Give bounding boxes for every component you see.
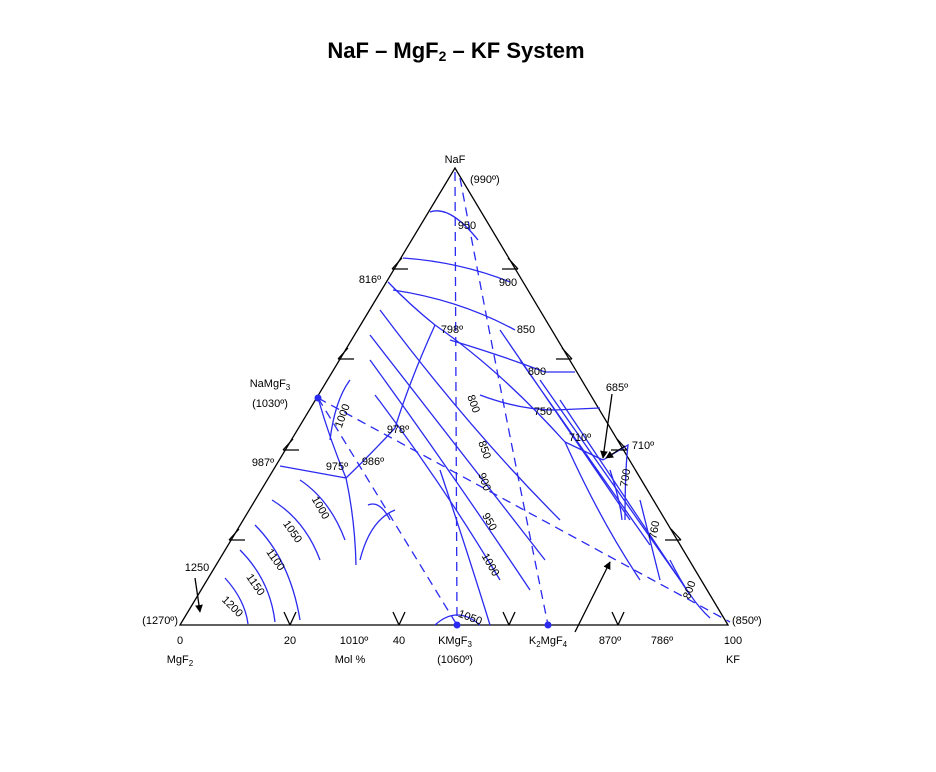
point-temp: 816º: [359, 274, 381, 286]
vertex-temp: (850º): [732, 615, 762, 627]
compound-label-part: K: [529, 635, 537, 647]
axis-unit: Mol %: [335, 654, 366, 666]
isotherm-label: 1250: [185, 562, 209, 574]
compound-label: K2MgF4: [529, 635, 568, 649]
vertex-label-part: 2: [189, 659, 194, 668]
title: NaF – MgF2 – KF System: [327, 38, 584, 64]
isotherm-label: 1050: [280, 518, 304, 545]
isotherm-label: 800: [464, 393, 482, 414]
compound-label-part: 3: [467, 640, 472, 649]
isotherm-label: 750: [534, 406, 552, 418]
arrows: [194, 393, 626, 633]
point-temp: 987º: [252, 457, 274, 469]
title-sub: 2: [439, 48, 447, 64]
frame: [178, 166, 730, 626]
isotherm-label: 1000: [309, 494, 332, 521]
axis-label: 20: [284, 635, 296, 647]
isotherm-label: 1000: [479, 551, 502, 578]
compound-temp: (1030º): [252, 398, 288, 410]
compound-label: KMgF3: [438, 635, 472, 649]
isotherm-label: 800: [528, 366, 546, 378]
vertex-temp: (990º): [470, 174, 500, 186]
compound-label-part: MgF: [541, 635, 563, 647]
isotherm-label: 850: [475, 439, 493, 460]
isotherm-label: 1200: [219, 594, 245, 620]
compound-label: NaMgF3: [250, 378, 291, 392]
axis-label: 40: [393, 635, 405, 647]
isotherm-label: 950: [479, 511, 499, 533]
point-temp: 986º: [362, 456, 384, 468]
isotherm-label: 1100: [263, 547, 286, 573]
compound-temp: (1060º): [437, 654, 473, 666]
vertex-label-part: MgF: [167, 654, 189, 666]
isotherm-curves: [224, 210, 711, 626]
point-temp: 870º: [599, 635, 621, 647]
vertex-temp: (1270º): [142, 615, 178, 627]
point-temp: 710º: [569, 432, 591, 444]
isotherm-label: 800: [681, 579, 699, 600]
boundary-curves: [279, 281, 641, 581]
isotherm-label: 760: [647, 520, 662, 540]
point-temp: 786º: [651, 635, 673, 647]
compound-label-part: 2: [536, 640, 541, 649]
vertex-label: KF: [726, 654, 740, 666]
compound-label-part: 4: [563, 640, 568, 649]
isotherm-label: 900: [499, 277, 517, 289]
point-temp: 978º: [387, 424, 409, 436]
isotherm-label: 850: [517, 324, 535, 336]
point-temp: 710º: [632, 440, 654, 452]
title-text: NaF – MgF: [327, 38, 438, 63]
point-temp: 798º: [441, 324, 463, 336]
vertex-label: NaF: [445, 154, 466, 166]
isotherm-label: 700: [618, 468, 633, 488]
isotherm-label: 1150: [243, 572, 266, 598]
point-temp: 685º: [606, 382, 628, 394]
dots: [314, 394, 552, 629]
compound-label-part: KMgF: [438, 635, 468, 647]
dashed-joins: [317, 171, 731, 626]
isotherm-label: 950: [458, 220, 476, 232]
point-temp: 975º: [326, 461, 348, 473]
axis-label: 0: [177, 635, 183, 647]
compound-label-part: NaMgF: [250, 378, 286, 390]
compound-label-part: 3: [286, 383, 291, 392]
axis-label: 100: [724, 635, 742, 647]
isotherm-label: 900: [475, 471, 493, 492]
point-temp: 1010º: [340, 635, 369, 647]
title-tail: – KF System: [446, 38, 584, 63]
vertex-label: MgF2: [167, 654, 194, 668]
